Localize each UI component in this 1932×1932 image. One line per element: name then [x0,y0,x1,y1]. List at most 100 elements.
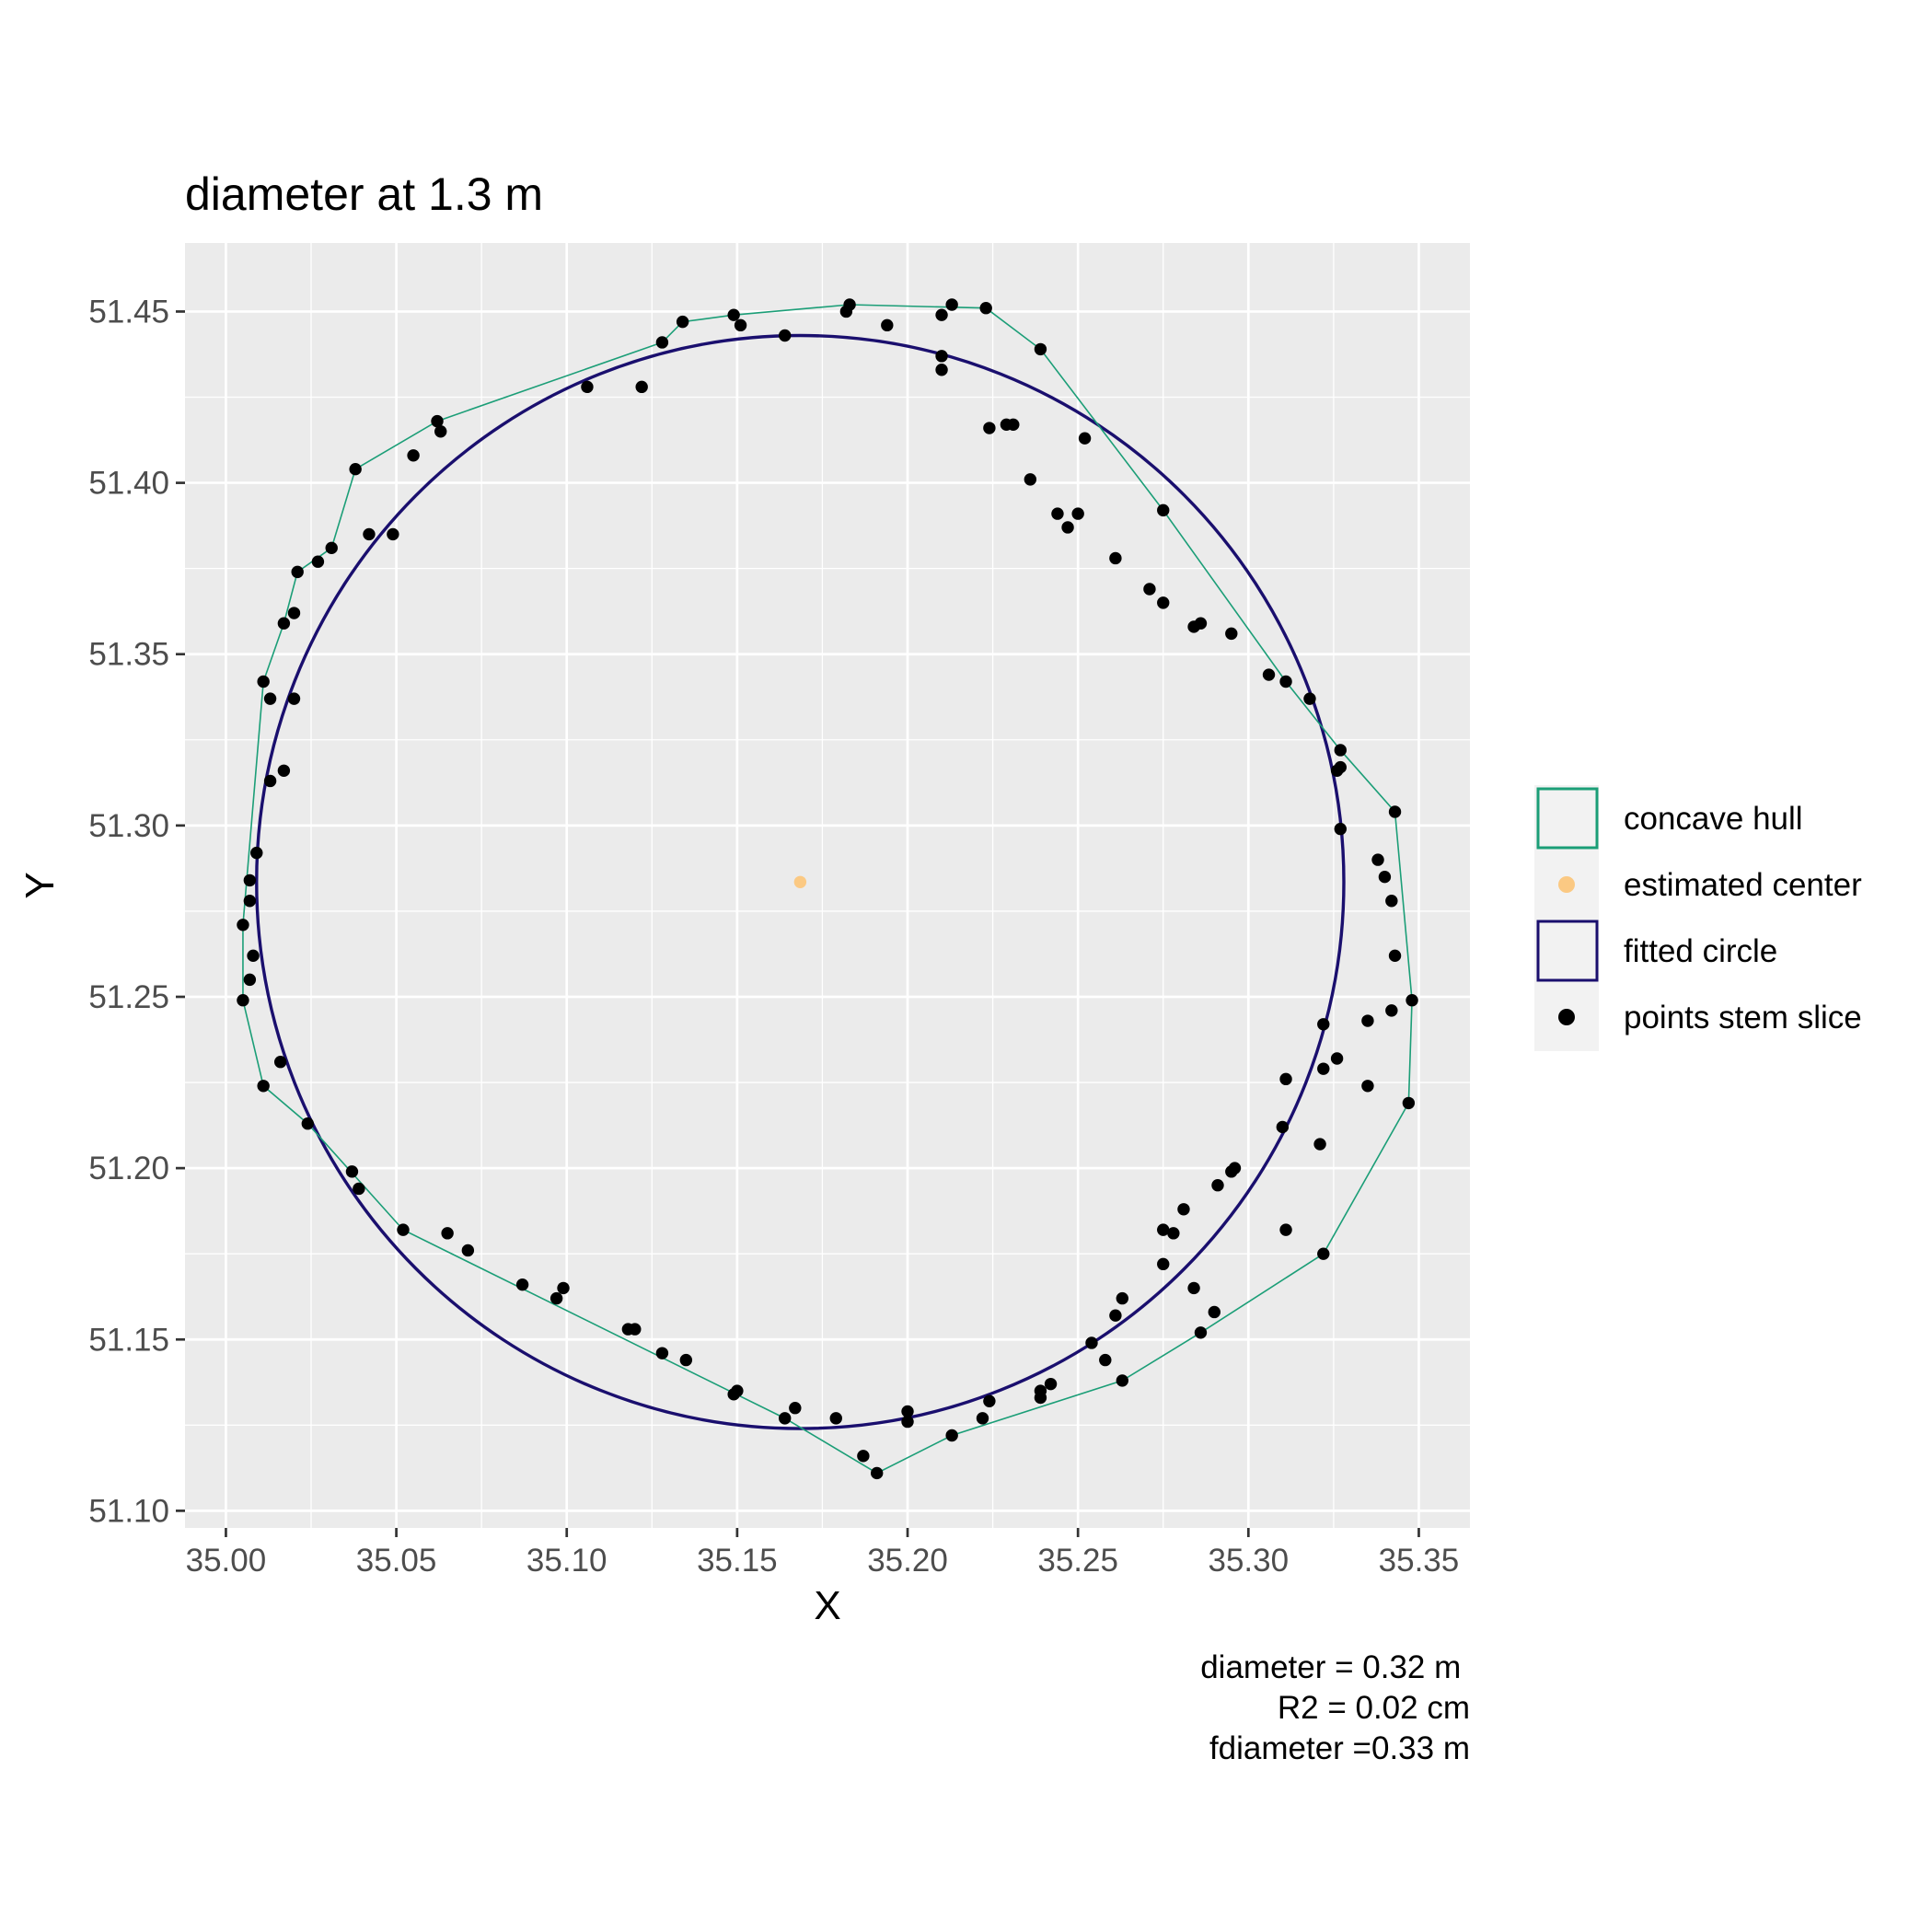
stem-point [243,873,257,887]
stem-point [1313,1138,1326,1151]
stem-point [1330,1052,1344,1065]
y-tick-label: 51.45 [88,294,169,330]
x-tick-label: 35.10 [526,1543,607,1579]
y-tick-label: 51.35 [88,637,169,673]
stem-point [387,527,399,541]
stem-point [1262,668,1276,681]
stem-point [325,541,338,555]
stem-point [1024,473,1037,486]
y-tick-label: 51.40 [88,466,169,502]
stem-point [237,994,249,1007]
stem-point [1157,503,1170,517]
stem-point [839,305,853,318]
stem-point [1330,764,1344,777]
stem-point [434,425,447,438]
stem-point [1279,675,1292,688]
stem-point [1388,949,1402,963]
stem-point [1194,1326,1208,1339]
stem-point [1317,1062,1330,1075]
stem-point [1334,744,1347,757]
stem-point [311,555,325,568]
legend: concave hull estimated center fitted circl… [1534,785,1862,1051]
fitted-circle [255,333,1346,1430]
stem-point [1109,1309,1122,1322]
y-axis: 51.10 51.15 51.20 51.25 51.30 51.35 51.40 51.45 [88,294,185,1529]
legend-key-concave-hull [1536,787,1599,850]
stem-point [557,1281,570,1295]
y-tick-label: 51.20 [88,1151,169,1186]
stem-point [1406,994,1418,1007]
stem-point [1061,521,1074,534]
stem-point [1385,1004,1398,1017]
stem-point [779,329,792,342]
stem-point [263,774,277,788]
stem-point [676,315,689,329]
estimated-center-point [793,875,807,888]
stem-point [1317,1018,1330,1031]
stem-point [1211,1179,1224,1192]
stem-point [1303,692,1316,705]
y-tick-label: 51.15 [88,1322,169,1358]
stem-point [679,1353,693,1367]
stem-point [1167,1227,1180,1240]
stem-point [257,1080,270,1093]
y-tick-label: 51.10 [88,1493,169,1529]
stem-point [857,1450,870,1463]
y-tick-label: 51.30 [88,808,169,844]
caption-line: R2 = 0.02 cm [1278,1690,1470,1726]
stem-point [979,302,992,315]
caption: diameter = 0.32 m R2 = 0.02 cm fdiameter… [1200,1649,1470,1766]
stem-point [247,949,260,963]
fitted-circle-layer [255,333,1346,1430]
legend-label: fitted circle [1624,933,1777,969]
stem-point [734,318,747,332]
stem-point [829,1412,842,1425]
caption-line: fdiameter =0.33 m [1209,1730,1470,1766]
stem-point [727,308,740,321]
grid-minor [185,243,1470,1528]
stem-point [1279,1072,1292,1086]
stem-point [407,449,420,462]
x-axis: 35.00 35.05 35.10 35.15 35.20 35.25 35.30 35.35 [186,1528,1460,1579]
stem-point [1225,627,1238,641]
stem-point [1361,1014,1374,1027]
stem-point [1157,1257,1170,1271]
stem-point [983,422,996,434]
stem-point [1334,822,1347,836]
stem-point [935,364,948,376]
x-tick-label: 35.25 [1037,1543,1118,1579]
stem-point [1099,1353,1112,1367]
stem-point [901,1405,914,1418]
stem-point [287,692,301,705]
x-tick-label: 35.20 [867,1543,948,1579]
stem-point [945,1429,958,1442]
stem-point [550,1291,563,1305]
stem-point [1388,805,1402,818]
stem-point [1034,342,1047,356]
stem-point [1157,596,1170,609]
caption-line: diameter = 0.32 m [1200,1649,1470,1685]
stem-point [1187,620,1200,633]
x-tick-label: 35.35 [1379,1543,1460,1579]
chart-title: diameter at 1.3 m [185,168,543,220]
stem-point [1385,895,1398,908]
stem-point [1228,1162,1242,1174]
y-tick-label: 51.25 [88,979,169,1015]
stem-point [1279,1223,1292,1236]
stem-point [976,1412,989,1425]
stem-point [881,318,894,332]
stem-point [353,1182,365,1196]
stem-point [1378,870,1392,884]
stem-point [1143,583,1156,596]
stem-point [1044,1377,1058,1391]
stem-point [779,1412,792,1425]
stem-point [363,527,376,541]
stem-point [1371,853,1384,866]
x-tick-label: 35.05 [356,1543,437,1579]
x-tick-label: 35.15 [697,1543,778,1579]
stem-point [935,350,948,363]
stem-point [1085,1336,1098,1349]
stem-point [1177,1203,1190,1216]
y-axis-title: Y [17,872,63,898]
